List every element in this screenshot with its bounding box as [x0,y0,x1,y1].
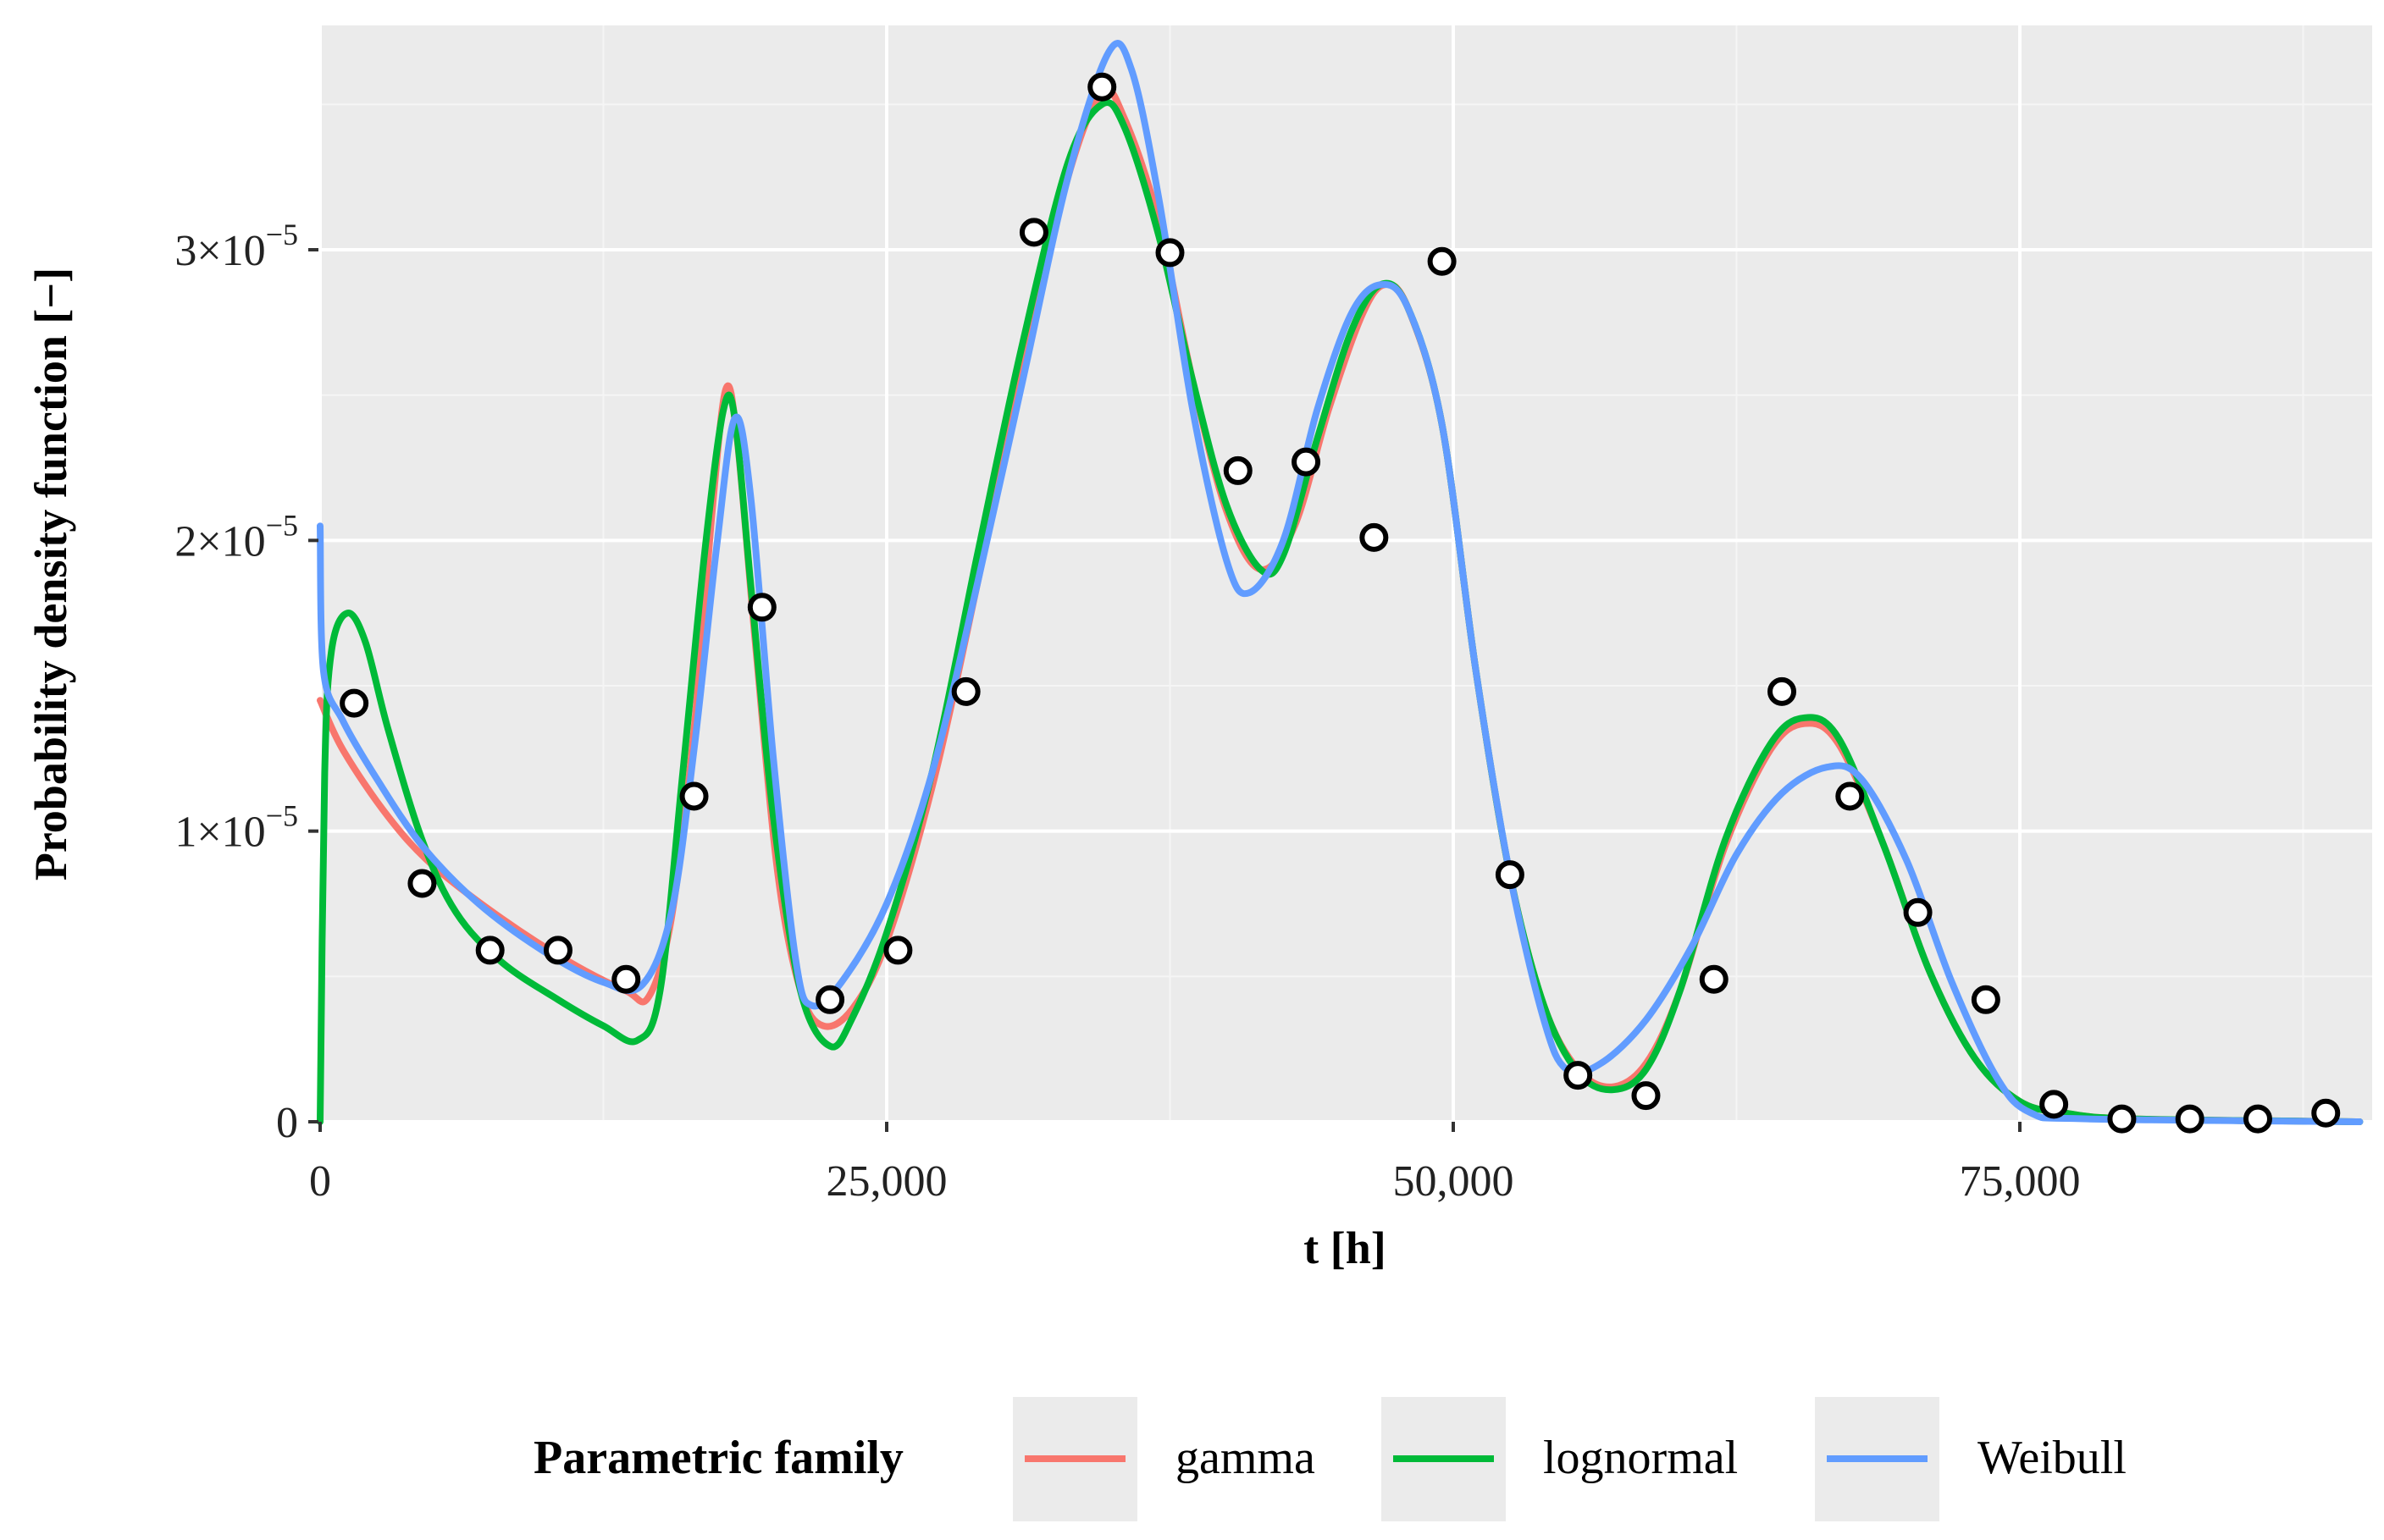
empirical-point [1767,676,1797,706]
empirical-point [1087,72,1117,102]
legend-label-lognormal: lognormal [1543,1432,1738,1484]
empirical-point [543,936,572,965]
empirical-point [1292,447,1321,477]
empirical-point [340,688,369,718]
y-axis-title: Probability density function [−] [25,268,76,880]
empirical-point [883,936,913,965]
empirical-point [1359,522,1389,552]
empirical-point [2243,1104,2272,1134]
legend-label-weibull: Weibull [1977,1432,2127,1484]
empirical-point [1903,897,1933,927]
x-tick-label: 25,000 [827,1157,948,1206]
series-line-lognormal [317,99,2364,1125]
empirical-point [2175,1104,2204,1134]
x-axis-title: t [h] [1303,1223,1386,1273]
empirical-point [1155,238,1185,268]
empirical-point [1495,860,1524,890]
empirical-point [1835,781,1865,811]
y-tick-label: 0 [276,1099,298,1147]
empirical-point [2311,1098,2341,1128]
empirical-point [747,593,777,622]
empirical-point [1019,218,1048,247]
legend-title: Parametric family [534,1432,904,1484]
legend: Parametric family gamma lognormal Weibul… [534,1397,2127,1521]
y-tick-label: 1×10−5 [174,799,298,857]
empirical-point [1699,964,1729,994]
empirical-point [951,676,981,706]
empirical-point [611,964,641,994]
plot-panel-background [318,25,2372,1122]
x-tick-label: 50,000 [1393,1157,1514,1206]
empirical-points [340,72,2341,1134]
series-line-weibull [317,40,2364,1125]
empirical-point [407,869,437,898]
empirical-point [475,936,505,965]
empirical-point [1427,246,1457,276]
x-tick-label: 0 [309,1157,331,1206]
empirical-point [1563,1061,1593,1090]
x-tick-label: 75,000 [1960,1157,2081,1206]
y-tick-label: 2×10−5 [174,508,298,566]
legend-label-gamma: gamma [1175,1432,1315,1484]
empirical-point [2107,1104,2137,1134]
empirical-point [816,985,845,1014]
empirical-point [1971,985,2000,1014]
empirical-point [679,781,709,811]
empirical-point [1223,455,1253,485]
empirical-point [1631,1081,1661,1111]
y-axis: 0 1×10−5 2×10−5 3×10−5 [174,218,318,1147]
empirical-point [2039,1090,2069,1119]
y-tick-label: 3×10−5 [174,218,298,275]
x-axis: 0 25,000 50,000 75,000 [309,1122,2081,1206]
